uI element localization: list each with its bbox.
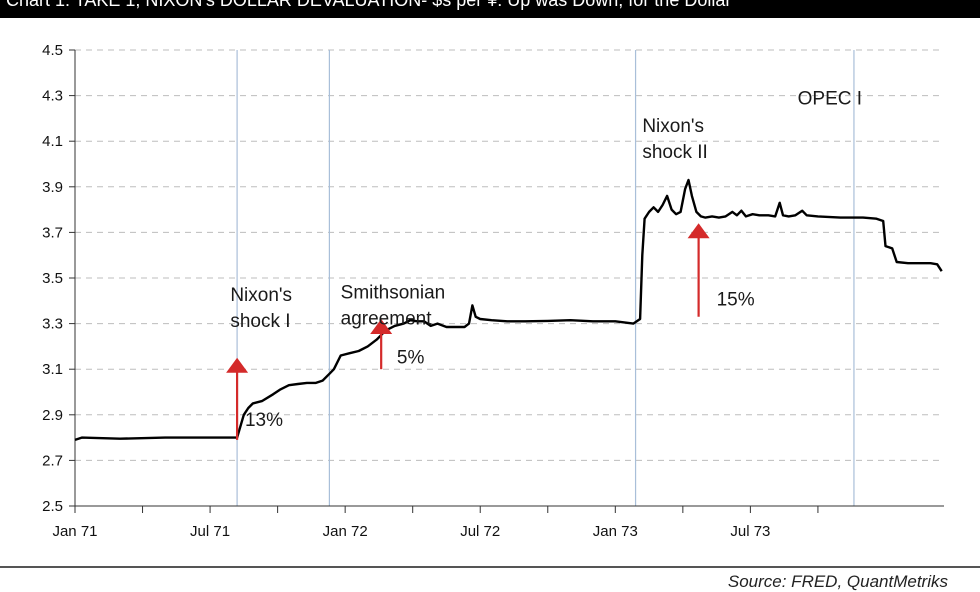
chart-title: Chart 1: TAKE 1, NIXON's DOLLAR DEVALUAT… xyxy=(6,0,732,10)
event-lines xyxy=(236,50,855,506)
annotation-line: shock II xyxy=(642,142,707,163)
annotation-line: OPEC I xyxy=(798,89,862,110)
y-tick-label: 3.3 xyxy=(42,316,63,333)
annotation-line: Smithsonian xyxy=(341,283,446,304)
line-chart: 4.5 4.3 4.1 3.9 3.7 3.5 3.3 3.1 2.9 2.7 2.5 Jan 71 J… xyxy=(42,42,944,540)
annotation: Nixon's shock II xyxy=(642,116,707,163)
axes: 4.5 4.3 4.1 3.9 3.7 3.5 3.3 3.1 2.9 2.7 2.5 Jan 71 J… xyxy=(42,42,944,540)
source-note: Source: FRED, QuantMetriks xyxy=(727,572,948,591)
x-tick-label: Jul 71 xyxy=(190,523,230,540)
arrow-head xyxy=(687,223,710,239)
y-tick-label: 3.5 xyxy=(42,270,63,287)
y-tick-label: 4.5 xyxy=(42,42,63,59)
y-tick-label: 2.5 xyxy=(42,498,63,515)
annotation: 15% xyxy=(717,289,755,310)
x-tick-label: Jul 72 xyxy=(460,523,500,540)
annotation-line: 15% xyxy=(717,289,755,310)
arrow-head xyxy=(226,357,249,373)
annotation: OPEC I xyxy=(798,89,862,110)
annotation: 5% xyxy=(397,348,425,369)
x-tick-label: Jan 72 xyxy=(323,523,368,540)
annotation-line: Nixon's xyxy=(230,285,292,306)
y-tick-label: 3.9 xyxy=(42,179,63,196)
annotation: 13% xyxy=(245,410,283,431)
arrows xyxy=(226,223,710,440)
footer-divider xyxy=(0,566,980,568)
annotations: Nixon's shock I Smithsonian agreement Nixon'… xyxy=(230,89,862,431)
x-tick-label: Jan 73 xyxy=(593,523,638,540)
x-tick-label: Jul 73 xyxy=(730,523,770,540)
annotation: Smithsonian agreement xyxy=(341,283,446,330)
y-tick-label: 2.9 xyxy=(42,407,63,424)
annotation: Nixon's shock I xyxy=(230,285,292,332)
chart-title-bar: Chart 1: TAKE 1, NIXON's DOLLAR DEVALUAT… xyxy=(0,0,980,18)
arrow-head xyxy=(370,319,393,335)
annotation-line: 13% xyxy=(245,410,283,431)
y-tick-label: 4.3 xyxy=(42,88,63,105)
annotation-line: 5% xyxy=(397,348,425,369)
series-line xyxy=(74,178,943,442)
annotation-line: shock I xyxy=(230,311,290,332)
y-tick-label: 3.1 xyxy=(42,361,63,378)
annotation-line: Nixon's xyxy=(642,116,704,137)
y-tick-label: 2.7 xyxy=(42,452,63,469)
grid-layer xyxy=(75,49,944,461)
annotation-line: agreement xyxy=(341,309,433,330)
y-tick-label: 3.7 xyxy=(42,224,63,241)
x-tick-label: Jan 71 xyxy=(52,523,97,540)
y-tick-label: 4.1 xyxy=(42,133,63,150)
